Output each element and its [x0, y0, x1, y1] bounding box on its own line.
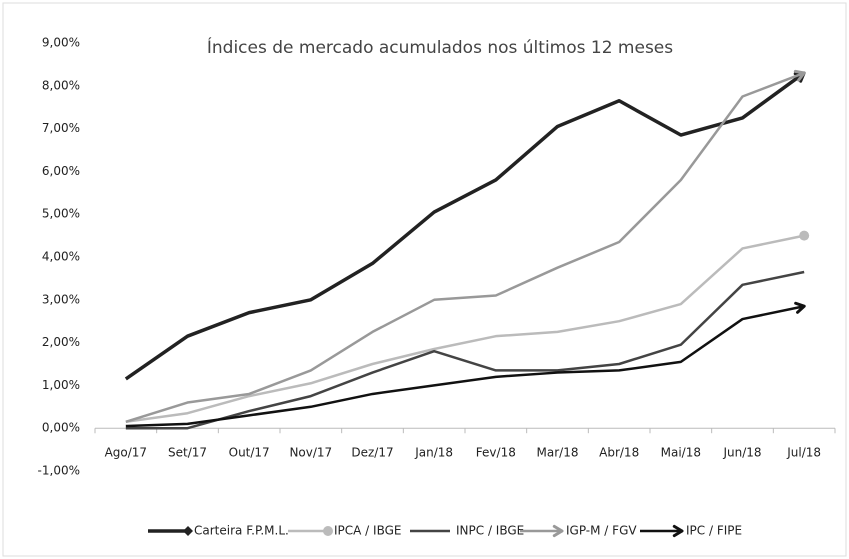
x-tick-label: Set/17 [168, 446, 207, 460]
legend-label: Carteira F.P.M.L. [194, 524, 289, 538]
x-tick-label: Fev/18 [476, 446, 516, 460]
x-tick-label: Jun/18 [722, 446, 761, 460]
x-tick-label: Mai/18 [661, 446, 701, 460]
legend-marker [183, 526, 193, 536]
y-tick-label: 1,00% [42, 378, 80, 392]
y-tick-label: 3,00% [42, 292, 80, 306]
y-tick-label: 6,00% [42, 164, 80, 178]
series-line [125, 270, 805, 430]
legend-label: IPCA / IBGE [334, 524, 401, 538]
y-tick-label: 9,00% [42, 36, 80, 50]
end-marker [793, 69, 806, 82]
y-tick-label: 2,00% [42, 335, 80, 349]
y-tick-label: 8,00% [42, 78, 80, 92]
legend-marker [552, 524, 564, 538]
x-tick-label: Out/17 [229, 446, 270, 460]
x-tick-label: Mar/18 [537, 446, 579, 460]
y-tick-label: 0,00% [42, 421, 80, 435]
legend-label: IPC / FIPE [686, 524, 742, 538]
end-marker [799, 230, 810, 241]
y-tick-label: 5,00% [42, 207, 80, 221]
x-tick-label: Ago/17 [105, 446, 147, 460]
chart-title: Índices de mercado acumulados nos último… [207, 36, 673, 58]
x-tick-label: Nov/17 [289, 446, 332, 460]
series-line [125, 304, 805, 428]
y-tick-label: 7,00% [42, 121, 80, 135]
series-line [125, 234, 805, 424]
y-tick-label: -1,00% [38, 464, 80, 478]
series-line [125, 71, 805, 423]
legend-marker [672, 524, 684, 538]
x-tick-label: Jul/18 [786, 446, 821, 460]
legend-label: INPC / IBGE [456, 524, 524, 538]
y-tick-label: 4,00% [42, 250, 80, 264]
legend-label: IGP-M / FGV [566, 524, 637, 538]
legend-marker [323, 526, 333, 536]
x-tick-label: Jan/18 [414, 446, 453, 460]
x-tick-label: Abr/18 [599, 446, 639, 460]
x-tick-label: Dez/17 [351, 446, 393, 460]
end-marker [794, 301, 806, 314]
series-line [124, 71, 806, 381]
